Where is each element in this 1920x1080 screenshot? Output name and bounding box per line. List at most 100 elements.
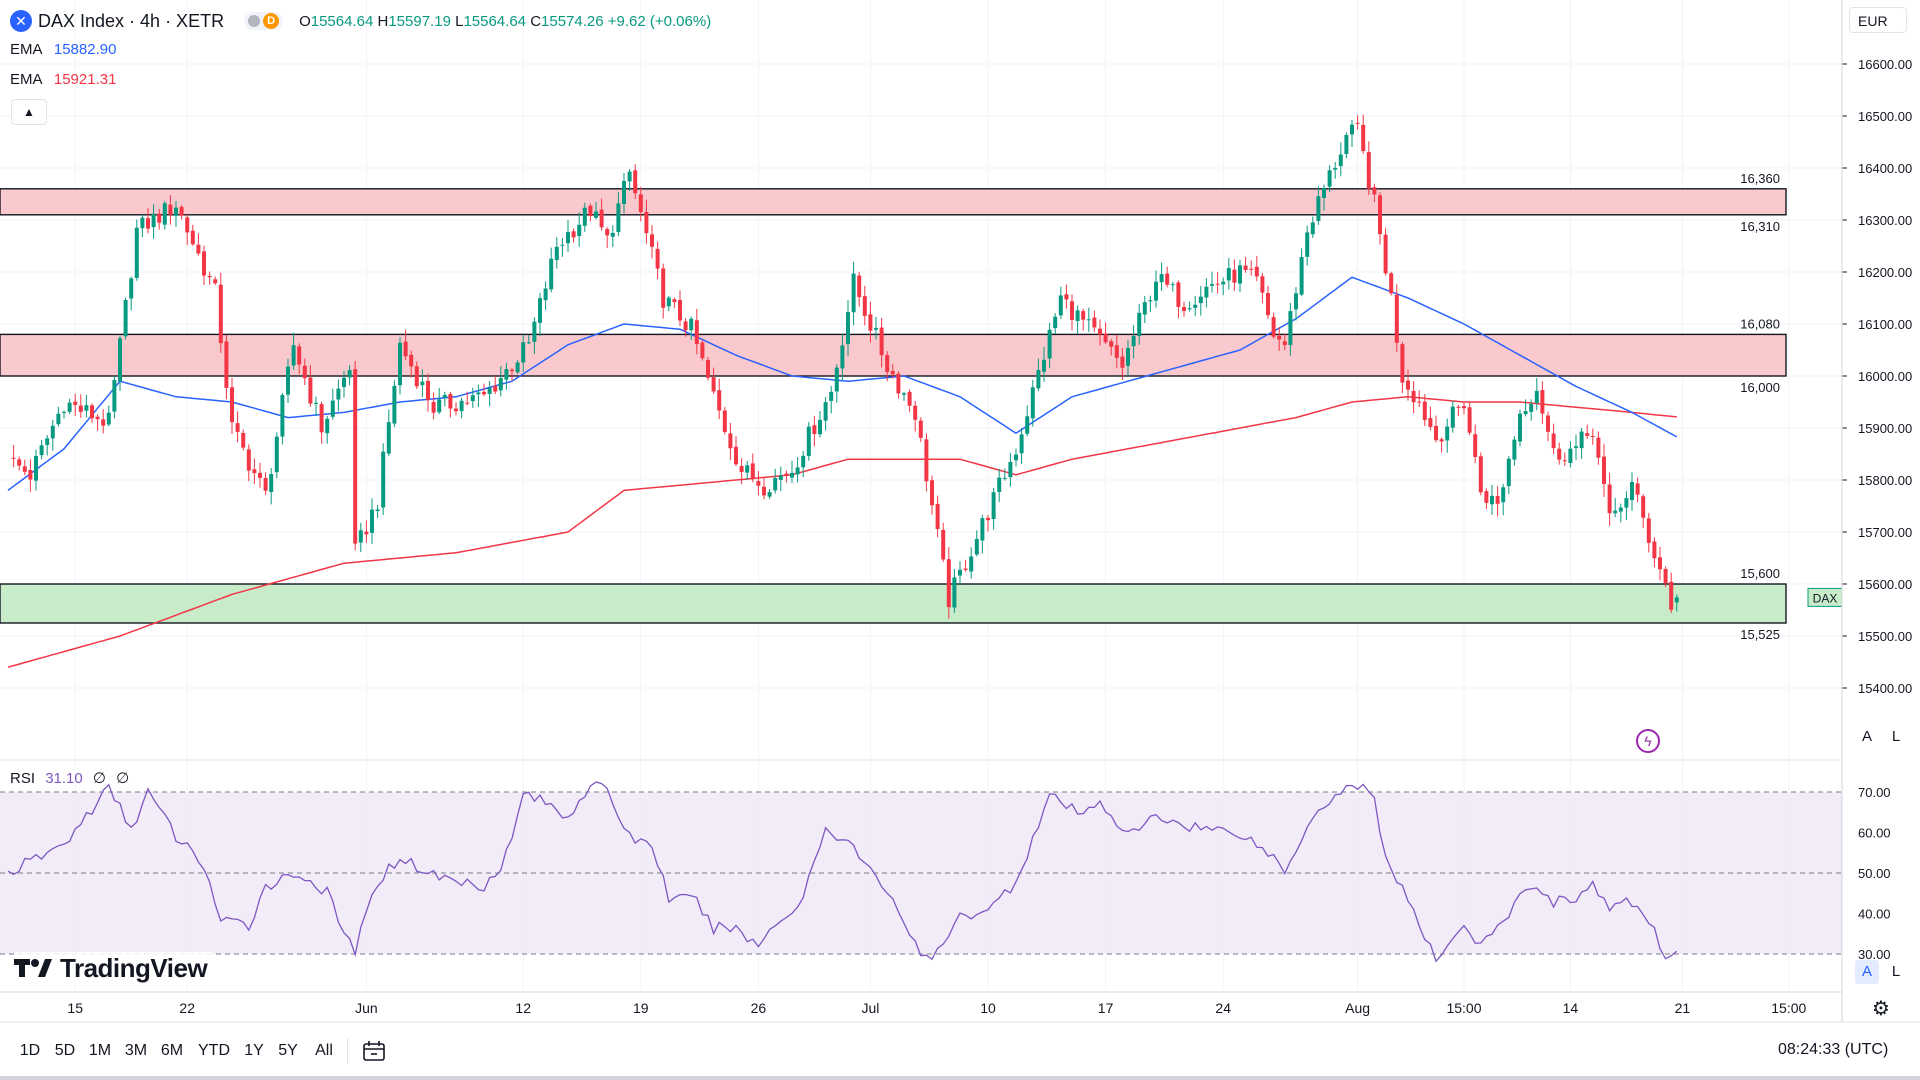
candle[interactable] bbox=[935, 495, 940, 538]
candle[interactable] bbox=[1266, 285, 1270, 319]
candle[interactable] bbox=[1243, 256, 1248, 273]
candle[interactable] bbox=[448, 391, 453, 418]
candle[interactable] bbox=[252, 458, 257, 485]
candle[interactable] bbox=[1238, 259, 1242, 292]
candle[interactable] bbox=[465, 391, 470, 406]
candle[interactable] bbox=[1613, 498, 1618, 518]
candle[interactable] bbox=[274, 432, 279, 479]
candle[interactable] bbox=[45, 435, 50, 456]
candle[interactable] bbox=[1652, 537, 1657, 568]
candle[interactable] bbox=[666, 295, 671, 312]
candle[interactable] bbox=[818, 411, 822, 438]
candle[interactable] bbox=[1506, 456, 1511, 495]
candle[interactable] bbox=[678, 290, 682, 327]
candle[interactable] bbox=[454, 402, 458, 416]
candle[interactable] bbox=[1260, 273, 1265, 304]
candle[interactable] bbox=[319, 401, 324, 444]
candle[interactable] bbox=[246, 444, 251, 482]
candle[interactable] bbox=[258, 462, 262, 488]
candle[interactable] bbox=[1322, 184, 1326, 211]
candle[interactable] bbox=[896, 371, 901, 399]
candle[interactable] bbox=[750, 453, 755, 483]
candle[interactable] bbox=[358, 522, 363, 553]
candle[interactable] bbox=[857, 271, 862, 307]
candle[interactable] bbox=[202, 245, 206, 285]
candle[interactable] bbox=[913, 400, 918, 432]
candle[interactable] bbox=[1445, 418, 1450, 453]
candle[interactable] bbox=[700, 339, 705, 361]
candle[interactable] bbox=[952, 568, 957, 613]
candle[interactable] bbox=[1490, 484, 1494, 515]
candle[interactable] bbox=[162, 200, 167, 230]
currency-button[interactable]: EUR bbox=[1849, 7, 1907, 33]
lightning-icon[interactable]: ϟ bbox=[1636, 729, 1660, 753]
candle[interactable] bbox=[95, 414, 100, 431]
candle[interactable] bbox=[129, 276, 134, 311]
candle[interactable] bbox=[1523, 399, 1528, 417]
candle[interactable] bbox=[11, 444, 16, 468]
candle[interactable] bbox=[1484, 488, 1489, 510]
candle[interactable] bbox=[112, 375, 117, 419]
candle[interactable] bbox=[78, 394, 83, 419]
candle[interactable] bbox=[1030, 379, 1035, 427]
candle[interactable] bbox=[375, 504, 380, 519]
candle[interactable] bbox=[140, 214, 145, 238]
candle[interactable] bbox=[1204, 278, 1209, 308]
candle[interactable] bbox=[902, 391, 906, 401]
timeframe-button-3m[interactable]: 3M bbox=[124, 1042, 148, 1059]
candle[interactable] bbox=[1546, 411, 1550, 442]
candle[interactable] bbox=[1473, 424, 1478, 464]
candle[interactable] bbox=[420, 369, 425, 397]
market-status-badge[interactable]: D bbox=[244, 12, 284, 30]
price-axis[interactable]: DAX 16600.00 16500.00 16400.00 16300.00 16200… bbox=[1807, 57, 1912, 696]
candle[interactable] bbox=[694, 308, 699, 355]
candle[interactable] bbox=[1176, 280, 1181, 319]
candle[interactable] bbox=[118, 335, 122, 391]
candle[interactable] bbox=[1607, 472, 1612, 526]
candle[interactable] bbox=[230, 377, 234, 434]
candle[interactable] bbox=[1232, 259, 1237, 291]
candle[interactable] bbox=[431, 392, 436, 420]
candle[interactable] bbox=[991, 487, 996, 530]
candle[interactable] bbox=[185, 214, 190, 246]
candle[interactable] bbox=[1126, 339, 1130, 376]
candle[interactable] bbox=[286, 358, 290, 404]
candle[interactable] bbox=[347, 365, 352, 386]
candle[interactable] bbox=[174, 201, 178, 227]
candle[interactable] bbox=[381, 443, 386, 515]
candle[interactable] bbox=[398, 337, 402, 395]
candle[interactable] bbox=[1193, 295, 1198, 317]
candle[interactable] bbox=[224, 334, 229, 400]
candle[interactable] bbox=[599, 198, 604, 231]
candle[interactable] bbox=[588, 203, 593, 222]
candle[interactable] bbox=[1378, 192, 1382, 245]
candle[interactable] bbox=[532, 317, 537, 354]
candle[interactable] bbox=[728, 422, 733, 460]
candle[interactable] bbox=[1159, 262, 1164, 291]
candle[interactable] bbox=[1098, 319, 1102, 346]
candle[interactable] bbox=[1014, 448, 1018, 467]
candle[interactable] bbox=[106, 405, 111, 427]
candle[interactable] bbox=[582, 202, 587, 232]
candle[interactable] bbox=[1495, 486, 1500, 517]
candle[interactable] bbox=[1282, 333, 1287, 351]
candle[interactable] bbox=[756, 470, 761, 496]
candle[interactable] bbox=[196, 233, 201, 256]
candle[interactable] bbox=[28, 459, 33, 492]
candle[interactable] bbox=[1624, 491, 1629, 521]
candle[interactable] bbox=[1288, 303, 1293, 356]
candle[interactable] bbox=[498, 366, 503, 397]
candle[interactable] bbox=[739, 458, 744, 485]
candle[interactable] bbox=[907, 389, 912, 413]
candle[interactable] bbox=[834, 364, 839, 403]
candle[interactable] bbox=[1221, 277, 1226, 296]
candle[interactable] bbox=[560, 237, 565, 257]
candle[interactable] bbox=[784, 470, 789, 483]
candle[interactable] bbox=[1518, 409, 1522, 447]
candle[interactable] bbox=[577, 212, 582, 247]
candle[interactable] bbox=[17, 456, 22, 471]
candle[interactable] bbox=[672, 297, 677, 309]
candle[interactable] bbox=[353, 360, 358, 551]
symbol-title[interactable]: DAX Index · 4h · XETR bbox=[38, 10, 225, 31]
